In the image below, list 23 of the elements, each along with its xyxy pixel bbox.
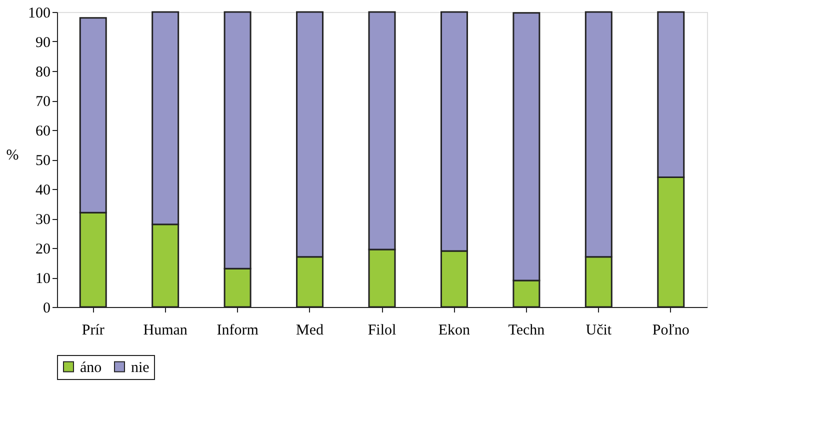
x-tick-label: Filol: [368, 322, 396, 338]
legend-label: áno: [80, 360, 102, 376]
legend-label: nie: [131, 360, 150, 376]
x-tick-label: Poľno: [652, 322, 690, 338]
x-tick-label: Human: [143, 322, 188, 338]
x-tick-label: Ekon: [438, 322, 471, 338]
x-tick-label: Techn: [508, 322, 546, 338]
y-tick-label: 70: [36, 94, 50, 110]
y-axis-title: %: [6, 148, 19, 164]
y-tick-label: 90: [36, 35, 50, 51]
x-tick-label: Med: [296, 322, 324, 338]
x-tick-label: Prír: [82, 322, 104, 338]
x-tick-label: Učit: [586, 322, 612, 338]
y-tick-label: 100: [28, 6, 50, 22]
y-tick-label: 60: [36, 124, 50, 140]
y-tick-label: 50: [36, 153, 50, 169]
y-tick-label: 10: [36, 271, 50, 287]
x-tick-label: Inform: [216, 322, 259, 338]
y-tick-label: 20: [36, 242, 50, 258]
y-tick-label: 30: [36, 212, 50, 228]
y-tick-label: 40: [36, 182, 50, 198]
y-tick-label: 80: [36, 64, 50, 80]
y-tick-label: 0: [43, 300, 50, 316]
